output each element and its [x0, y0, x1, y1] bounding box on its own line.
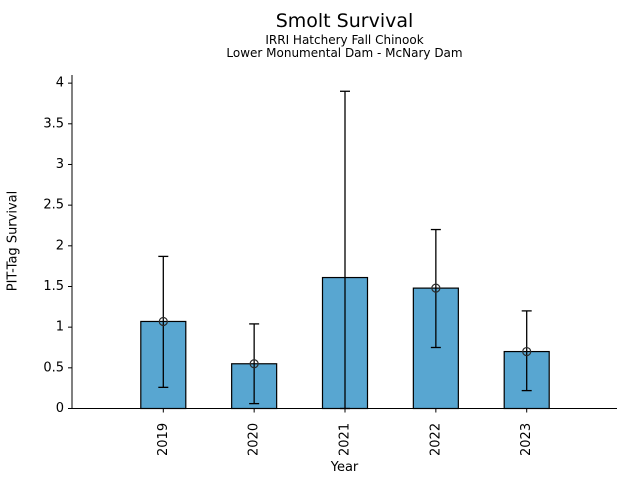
- y-tick-label-0.5: 0.5: [43, 360, 64, 375]
- y-tick-label-2: 2: [56, 238, 64, 253]
- x-tick-label-2023: 2023: [519, 423, 534, 456]
- point-marker-2019: [158, 316, 168, 327]
- x-tick-label-2021: 2021: [338, 423, 353, 456]
- x-tick-label-2022: 2022: [428, 423, 443, 456]
- point-marker-2020: [249, 359, 259, 369]
- y-tick-label-4: 4: [56, 76, 64, 91]
- y-tick-label-3.5: 3.5: [43, 116, 64, 131]
- y-tick-label-0: 0: [56, 401, 64, 416]
- x-axis-label: Year: [330, 460, 359, 475]
- bar-2022: [412, 287, 459, 410]
- y-tick-label-1: 1: [56, 320, 64, 335]
- x-tick-label-2020: 2020: [247, 423, 262, 456]
- chart-subtitle-line-1: IRRI Hatchery Fall Chinook: [265, 33, 424, 47]
- y-tick-label-3: 3: [56, 157, 64, 172]
- point-marker-2022: [431, 283, 441, 293]
- y-tick-label-2.5: 2.5: [43, 198, 64, 213]
- chart-subtitle-line-2: Lower Monumental Dam - McNary Dam: [226, 46, 463, 60]
- y-tick-label-1.5: 1.5: [43, 279, 64, 294]
- y-axis-label: PIT-Tag Survival: [5, 190, 21, 292]
- chart-title: Smolt Survival: [275, 10, 414, 32]
- x-tick-label-2019: 2019: [156, 423, 171, 456]
- point-marker-2023: [522, 346, 532, 357]
